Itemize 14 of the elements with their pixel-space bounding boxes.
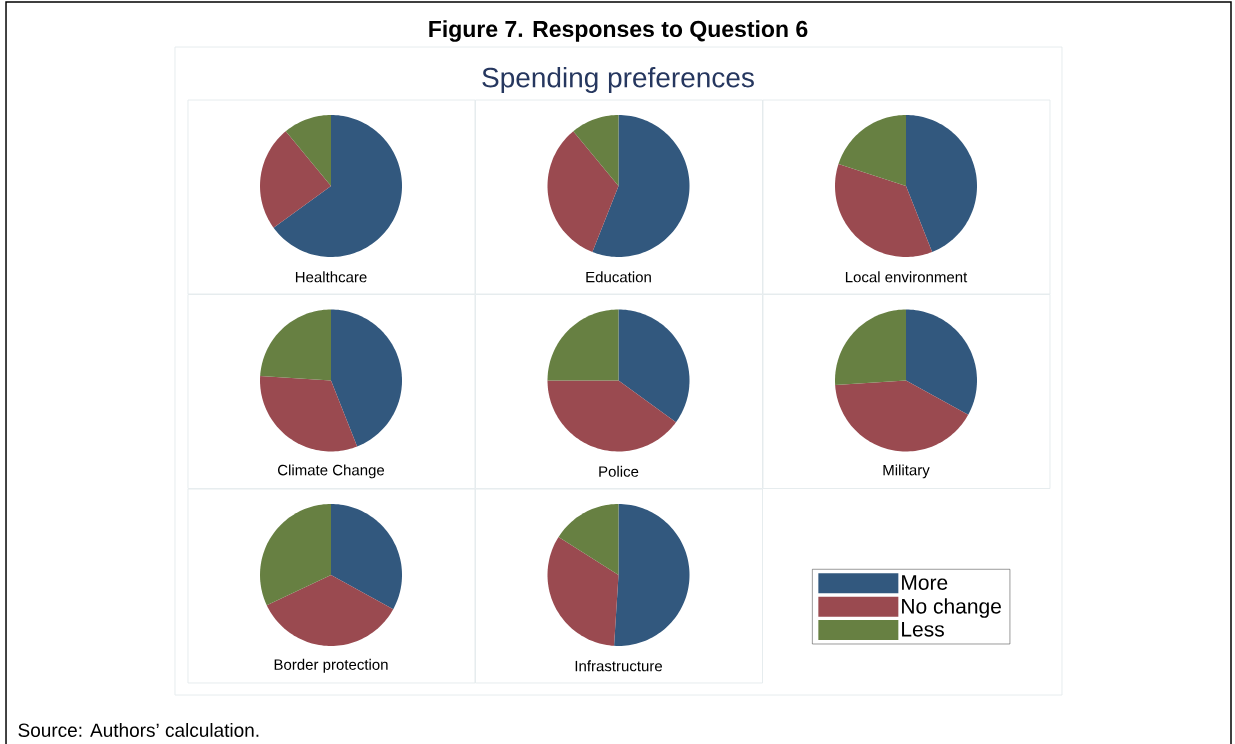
text: Infrastructure (575, 660, 663, 672)
text: Education (586, 271, 651, 283)
text: Border protection (274, 658, 388, 673)
text: Police (599, 465, 639, 477)
source-note: Source: Authors’ calculation. (18, 723, 259, 737)
legend-label: Less (902, 622, 944, 637)
text: Spending preferences (482, 66, 754, 94)
text: Local environment (845, 271, 968, 283)
legend-label: No change (902, 598, 1001, 618)
text: Military (883, 464, 930, 479)
text: Climate Change (278, 464, 385, 479)
legend-label: More (902, 575, 948, 590)
text: Figure 7. Responses to Question 6 (429, 20, 808, 42)
text: Healthcare (295, 271, 367, 283)
